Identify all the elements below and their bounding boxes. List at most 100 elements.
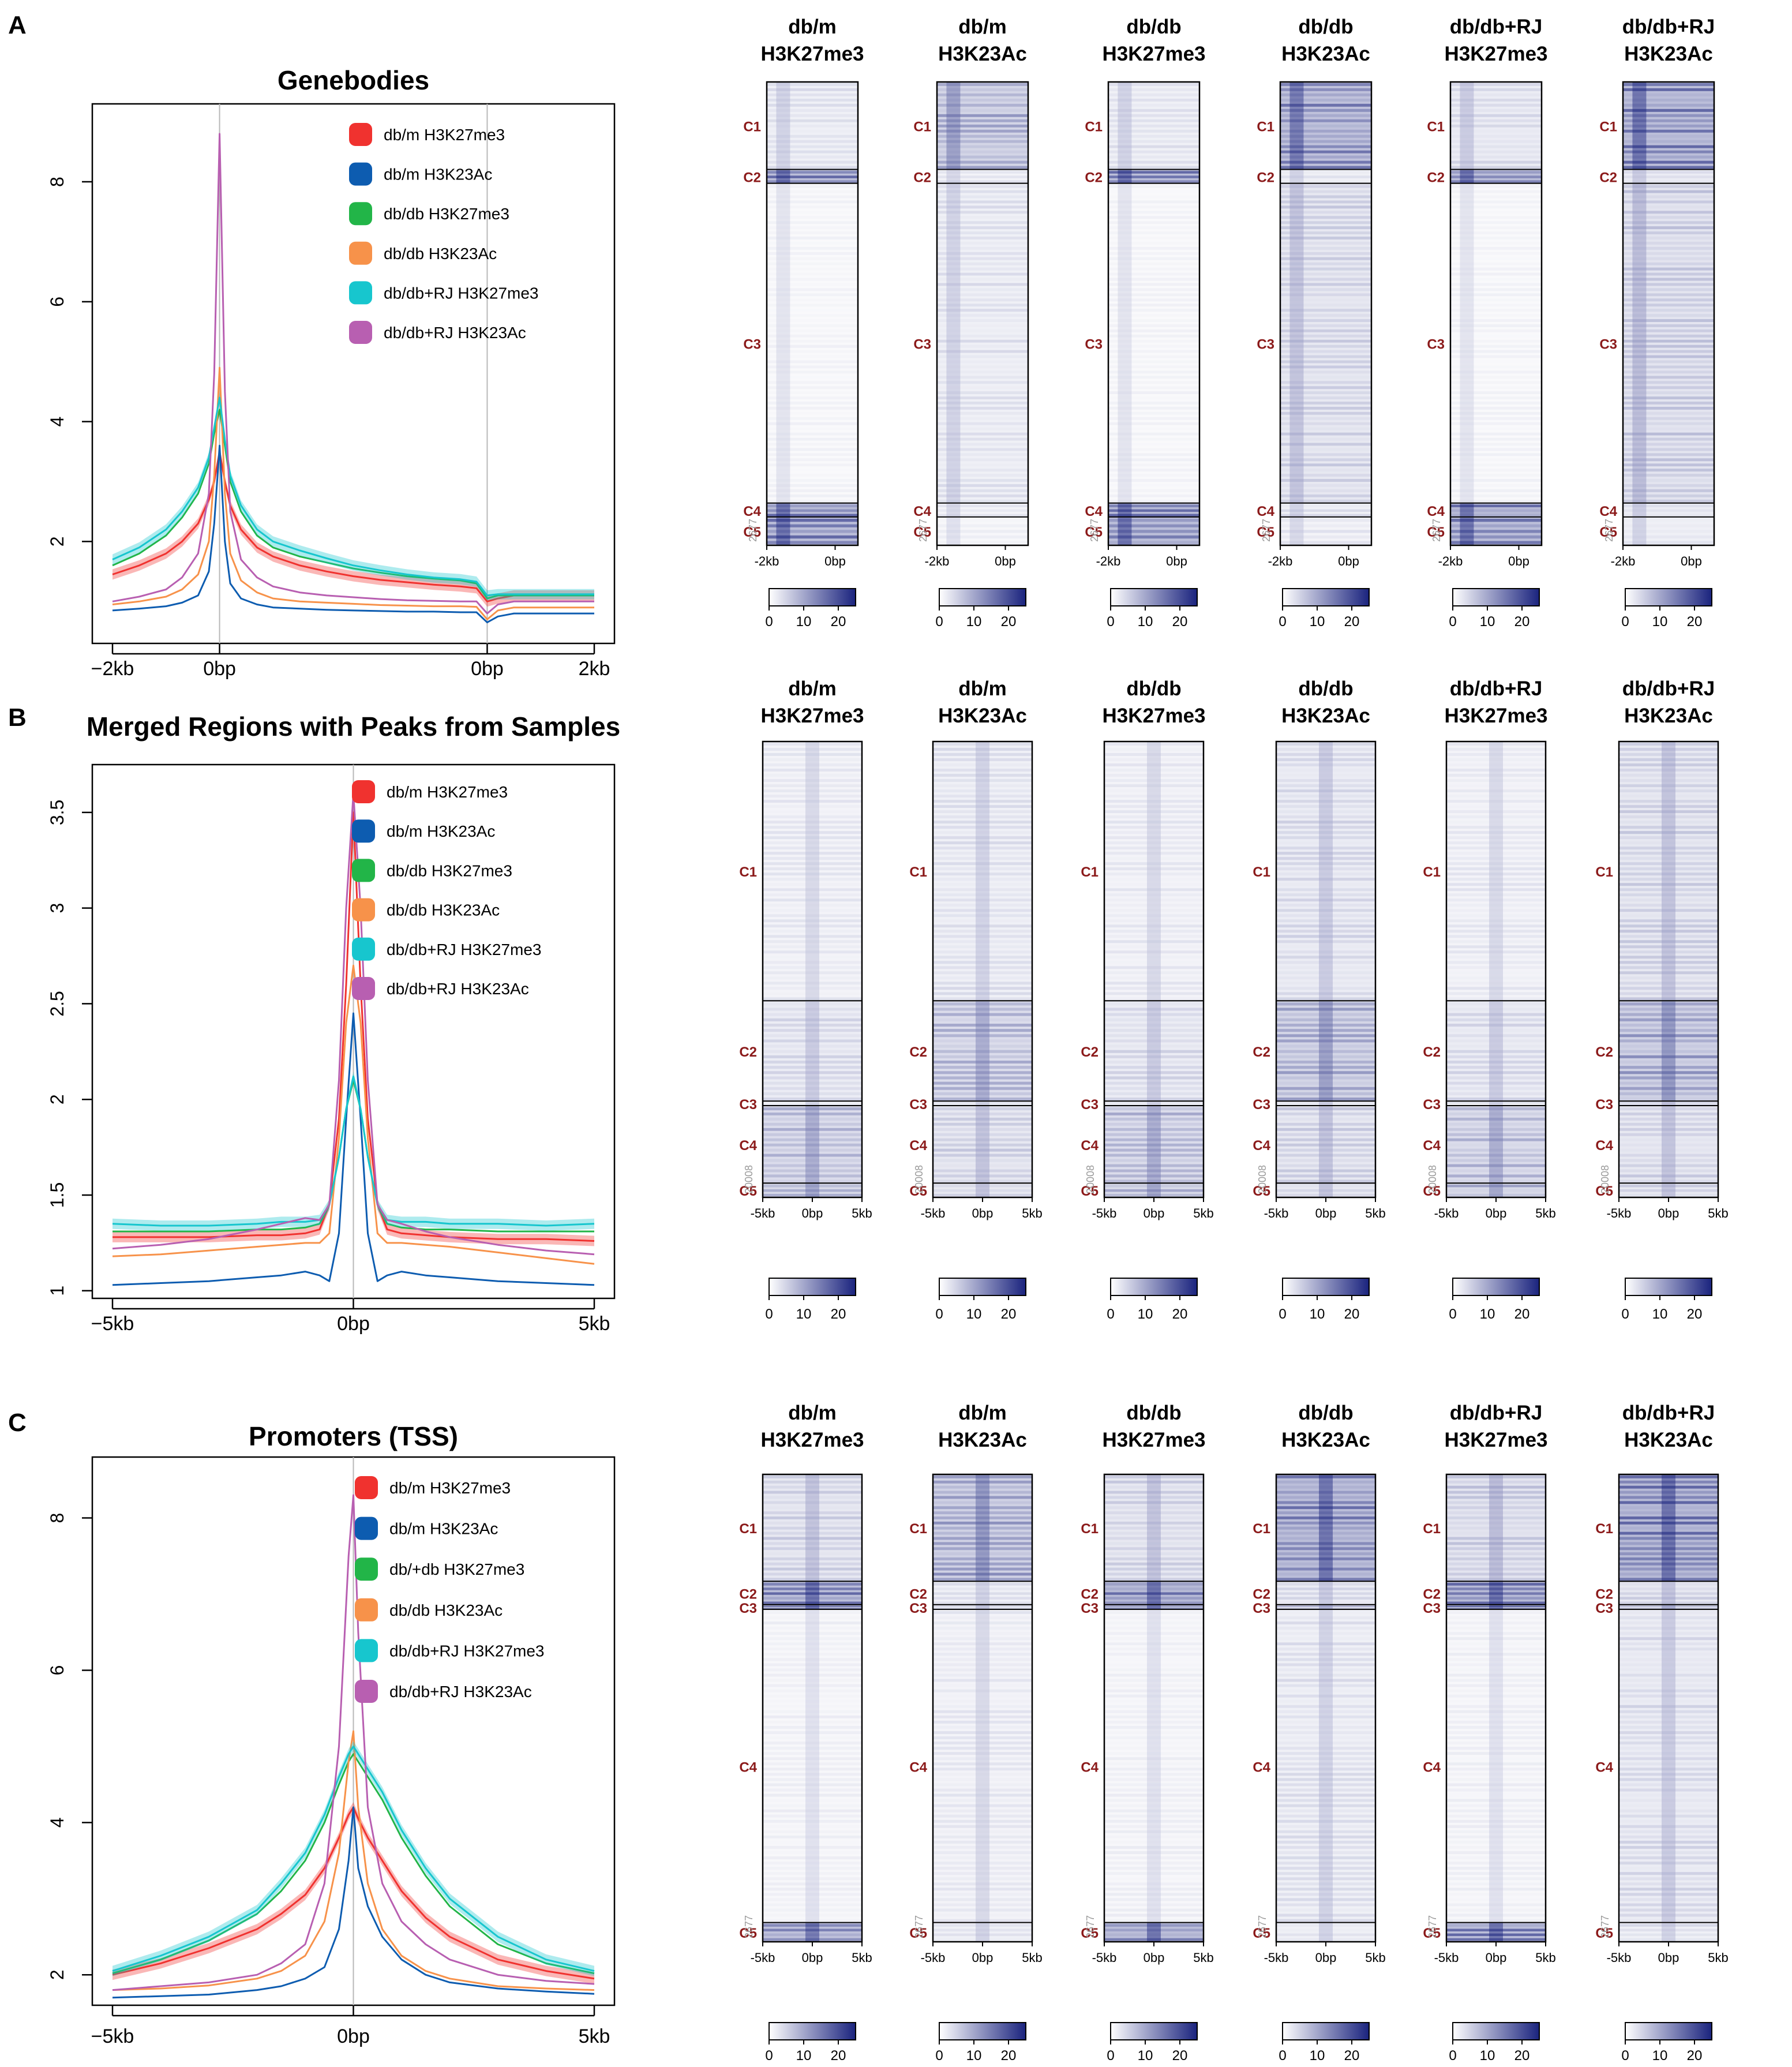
cluster-label: C2 <box>1081 1044 1099 1060</box>
cluster-label: C3 <box>909 1601 927 1616</box>
row-count-label: 2677 <box>1427 1915 1438 1938</box>
cluster-label: C2 <box>1085 170 1103 186</box>
heatmap-center-signal <box>1289 82 1304 170</box>
colorbar-tick-label: 20 <box>1687 614 1703 630</box>
colorbar-tick-label: 0 <box>1279 1306 1286 1322</box>
heatmap-title-mark: H3K27me3 <box>1445 1429 1548 1451</box>
cluster-label: C4 <box>1423 1138 1441 1154</box>
cluster-label: C1 <box>1599 119 1617 134</box>
heatmap-x-tick-label: -2kb <box>1611 554 1636 568</box>
colorbar-tick-label: 10 <box>1310 2048 1325 2064</box>
cluster-label: C4 <box>739 1138 757 1154</box>
heatmap-frame <box>1449 81 1543 546</box>
heatmap-center-signal <box>805 742 819 1002</box>
colorbar <box>1625 1278 1712 1296</box>
legend-swatch <box>349 162 372 186</box>
series-db-m-h3k23ac-line <box>112 1806 595 1999</box>
heatmap-block <box>1276 1605 1375 1610</box>
heatmap-block <box>763 1605 862 1610</box>
heatmap-x-tick-label: 0bp <box>802 1206 823 1220</box>
row-count-label: 2677 <box>1603 519 1615 542</box>
cluster-label: C5 <box>1257 525 1274 540</box>
series-db-m-h3k27me3-line <box>113 811 595 1242</box>
cluster-label: C1 <box>739 864 757 880</box>
heatmap-title-mark: H3K27me3 <box>1103 705 1206 727</box>
colorbar-tick-label: 10 <box>1138 1306 1153 1322</box>
colorbar <box>1625 2022 1712 2040</box>
colorbar <box>1110 588 1198 606</box>
cluster-label: C2 <box>1427 170 1445 186</box>
cluster-label: C1 <box>1595 1521 1613 1537</box>
heatmap-center-signal <box>946 184 961 504</box>
heatmap-center-signal <box>776 170 790 184</box>
cluster-label: C4 <box>1081 1759 1099 1775</box>
heatmap-center-signal <box>1319 1001 1333 1102</box>
cluster-label: C3 <box>1427 337 1445 353</box>
heatmap-center-signal <box>1662 1582 1675 1605</box>
row-count-label: 2677 <box>917 519 929 542</box>
colorbar-tick-label: 10 <box>966 614 982 630</box>
cluster-label: C3 <box>1253 1097 1270 1113</box>
heatmap-title-sample: db/db <box>1298 16 1353 38</box>
cluster-label: C5 <box>1253 1184 1270 1199</box>
y-tick-label: 3.5 <box>47 800 68 825</box>
cluster-label: C4 <box>1081 1138 1099 1154</box>
heatmap-frame <box>1622 81 1715 546</box>
legend-label: db/db H3K23Ac <box>384 245 497 263</box>
colorbar-tick-label: 0 <box>765 2048 773 2064</box>
colorbar-tick-label: 20 <box>1687 2048 1703 2064</box>
y-tick-label: 2 <box>47 536 68 546</box>
colorbar-tick-label: 20 <box>831 1306 846 1322</box>
heatmap-center-signal <box>805 1605 819 1610</box>
legend-swatch <box>349 321 372 344</box>
colorbar-tick-label: 0 <box>935 1306 943 1322</box>
heatmap-title-sample: db/m <box>958 16 1007 38</box>
colorbar-tick-label: 20 <box>1514 2048 1530 2064</box>
heatmap-frame <box>1107 81 1201 546</box>
heatmap-title-sample: db/db <box>1126 677 1181 700</box>
legend-label: db/db+RJ H3K27me3 <box>384 284 539 302</box>
heatmap-center-signal <box>776 82 790 170</box>
heatmap-x-tick-label: -5kb <box>751 1950 775 1965</box>
heatmap-center-signal <box>1118 170 1132 184</box>
colorbar-tick-label: 0 <box>1449 614 1456 630</box>
heatmap-x-tick-label: 0bp <box>824 554 846 568</box>
cluster-label: C4 <box>1257 504 1274 519</box>
heatmap-title-mark: H3K23Ac <box>1624 1429 1713 1451</box>
heatmap-center-signal <box>805 1474 819 1582</box>
cluster-label: C3 <box>909 1097 927 1113</box>
cluster-label: C4 <box>909 1759 927 1775</box>
legend-label: db/m H3K27me3 <box>384 126 505 144</box>
colorbar <box>939 588 1026 606</box>
colorbar-tick-label: 0 <box>1107 1306 1114 1322</box>
colorbar-tick-label: 20 <box>831 2048 846 2064</box>
series-db-db-rj-h3k27me3-line <box>112 396 594 597</box>
panel-letter-b: B <box>8 703 27 732</box>
heatmap-center-signal <box>1632 503 1647 518</box>
heatmap-title-sample: db/db <box>1126 1402 1181 1424</box>
legend-swatch <box>349 202 372 226</box>
heatmap-x-tick-label: 5kb <box>1193 1950 1213 1965</box>
colorbar-tick-label: 10 <box>966 2048 982 2064</box>
line-chart-b: Merged Regions with Peaks from Samples 1 1… <box>47 712 620 1335</box>
heatmap-title-sample: db/db+RJ <box>1622 1402 1715 1424</box>
cluster-label: C1 <box>1253 1521 1270 1537</box>
colorbar-tick-label: 20 <box>1687 1306 1703 1322</box>
cluster-label: C3 <box>913 337 931 353</box>
heatmap-center-signal <box>1147 1923 1161 1942</box>
cluster-label: C5 <box>1595 1926 1613 1941</box>
heatmap-center-signal <box>1319 1923 1333 1942</box>
cluster-label: C2 <box>909 1044 927 1060</box>
row-count-label: 20008 <box>1085 1165 1096 1194</box>
heatmap-center-signal <box>1460 517 1474 545</box>
colorbar-tick-label: 10 <box>796 614 812 630</box>
colorbar-tick-label: 0 <box>1621 2048 1629 2064</box>
heatmap-title-mark: H3K27me3 <box>1103 1429 1206 1451</box>
colorbar-tick-label: 0 <box>1107 614 1114 630</box>
heatmap-title-sample: db/db+RJ <box>1450 16 1542 38</box>
heatmap-frame <box>936 81 1029 546</box>
cluster-label: C3 <box>739 1097 757 1113</box>
colorbar-tick-label: 10 <box>1138 2048 1153 2064</box>
row-count-label: 20008 <box>913 1165 925 1194</box>
